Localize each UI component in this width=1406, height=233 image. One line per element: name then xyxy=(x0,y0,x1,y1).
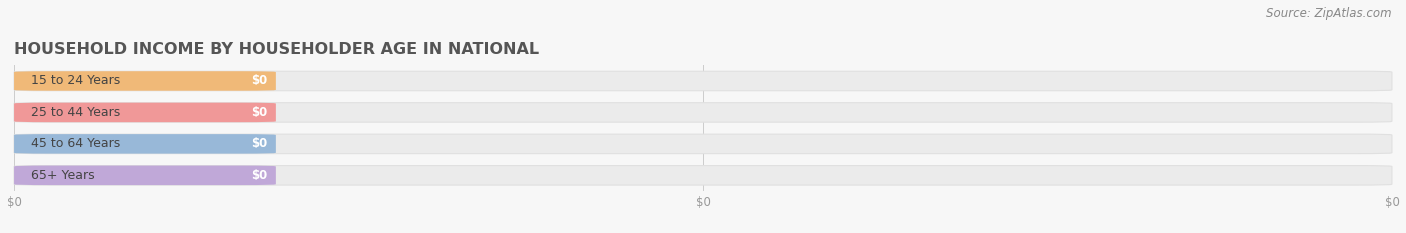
FancyBboxPatch shape xyxy=(14,71,276,91)
FancyBboxPatch shape xyxy=(14,71,1392,91)
FancyBboxPatch shape xyxy=(14,134,1392,154)
Text: 65+ Years: 65+ Years xyxy=(31,169,94,182)
Text: $0: $0 xyxy=(252,169,267,182)
FancyBboxPatch shape xyxy=(14,166,276,185)
Text: Source: ZipAtlas.com: Source: ZipAtlas.com xyxy=(1267,7,1392,20)
FancyBboxPatch shape xyxy=(14,103,1392,122)
FancyBboxPatch shape xyxy=(14,134,276,154)
Text: 15 to 24 Years: 15 to 24 Years xyxy=(31,75,120,87)
Text: $0: $0 xyxy=(252,137,267,150)
Text: 45 to 64 Years: 45 to 64 Years xyxy=(31,137,120,150)
Text: HOUSEHOLD INCOME BY HOUSEHOLDER AGE IN NATIONAL: HOUSEHOLD INCOME BY HOUSEHOLDER AGE IN N… xyxy=(14,42,538,57)
FancyBboxPatch shape xyxy=(14,103,276,122)
FancyBboxPatch shape xyxy=(14,166,1392,185)
Text: $0: $0 xyxy=(252,75,267,87)
Text: $0: $0 xyxy=(252,106,267,119)
Text: 25 to 44 Years: 25 to 44 Years xyxy=(31,106,120,119)
